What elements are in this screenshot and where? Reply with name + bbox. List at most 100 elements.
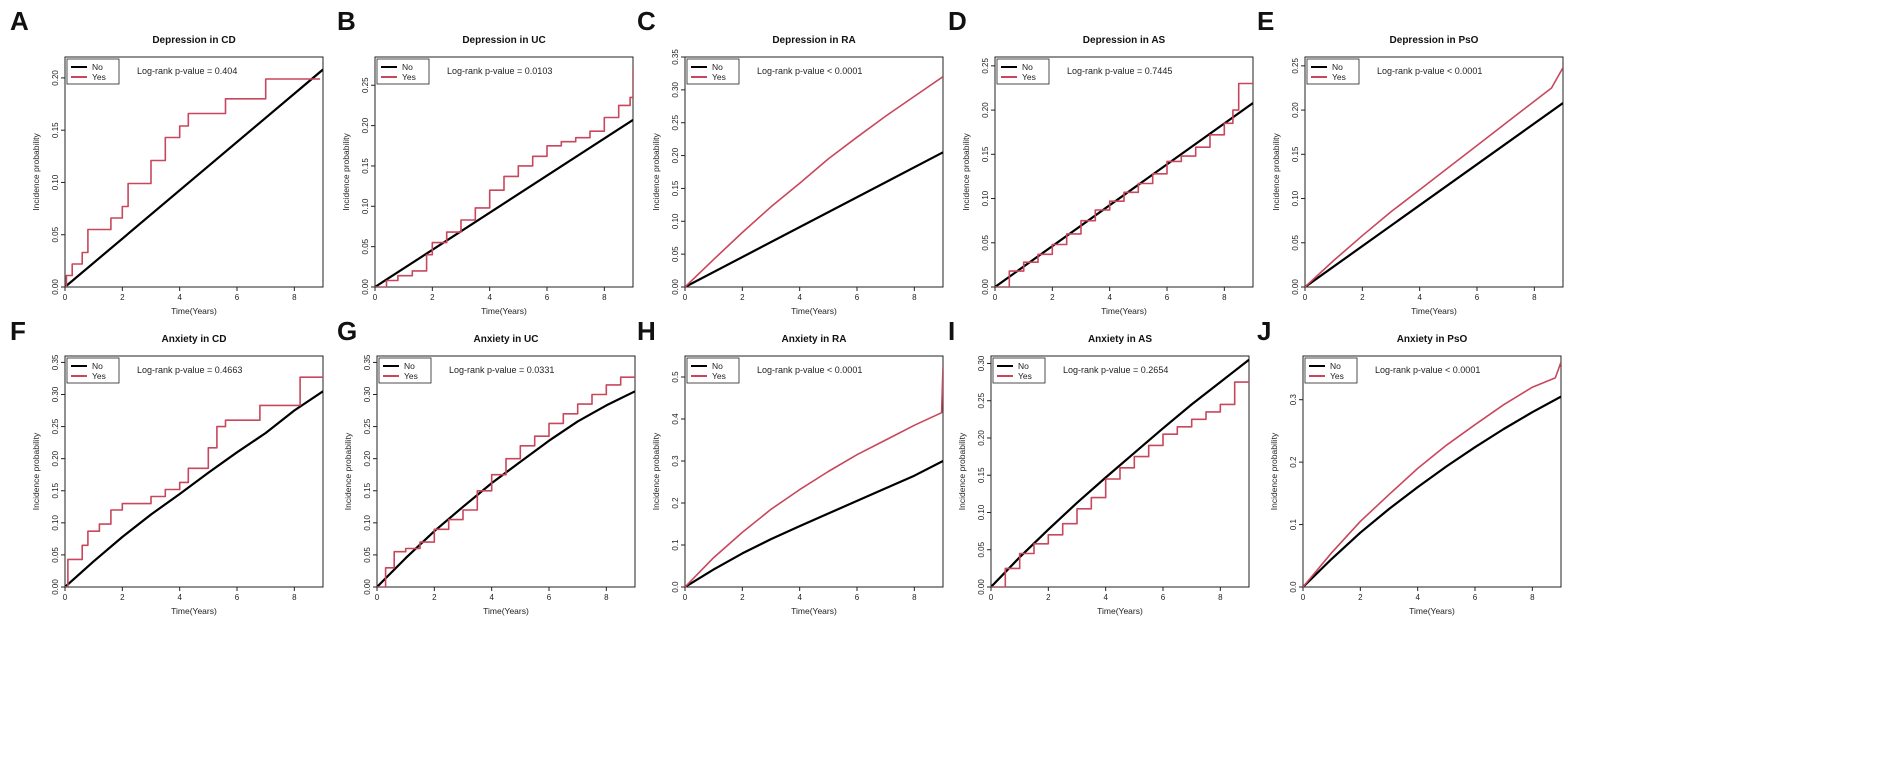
y-tick-label: 0.10 [671,213,680,229]
legend-label-yes: Yes [92,72,106,82]
legend-label-no: No [1330,361,1341,371]
x-tick-label: 4 [1107,293,1112,302]
y-tick-label: 0.15 [51,122,60,138]
legend-label-yes: Yes [1022,72,1036,82]
logrank-annotation: Log-rank p-value < 0.0001 [1375,365,1480,375]
x-tick-label: 0 [375,593,380,602]
legend-label-no: No [404,361,415,371]
legend-label-yes: Yes [1018,371,1032,381]
series-line-no [685,151,943,287]
y-tick-label: 0.00 [981,279,990,295]
x-tick-label: 6 [1473,593,1478,602]
y-tick-label: 0.00 [51,579,60,595]
x-tick-label: 4 [797,593,802,602]
x-axis-label: Time(Years) [171,306,217,316]
x-axis-label: Time(Years) [1101,306,1147,316]
x-tick-label: 6 [1161,593,1166,602]
legend-label-yes: Yes [1332,72,1346,82]
logrank-annotation: Log-rank p-value = 0.7445 [1067,66,1172,76]
y-tick-label: 0.00 [671,279,680,295]
panel-letter: E [1257,6,1274,36]
y-tick-label: 0.05 [361,238,370,254]
series-line-yes [685,366,943,587]
logrank-annotation: Log-rank p-value = 0.2654 [1063,365,1168,375]
x-tick-label: 8 [292,293,297,302]
panel-title: Anxiety in RA [781,334,846,345]
y-tick-label: 0.25 [671,114,680,130]
y-tick-label: 0.30 [363,386,372,402]
x-tick-label: 2 [120,293,125,302]
x-tick-label: 2 [740,293,745,302]
legend-label-no: No [92,62,103,72]
series-line-yes [65,78,321,287]
y-tick-label: 0.00 [977,579,986,595]
y-tick-label: 0.1 [1289,518,1298,530]
y-axis-label: Incidence probability [651,432,661,510]
y-tick-label: 0.15 [671,180,680,196]
y-tick-label: 0.10 [361,198,370,214]
y-tick-label: 0.15 [361,158,370,174]
series-line-no [65,68,323,287]
y-tick-label: 0.1 [671,539,680,551]
panel-letter: I [948,316,955,346]
legend-box [992,357,1046,384]
legend-box [66,357,120,384]
y-axis-label: Incidence probability [961,133,971,211]
panel-j: J Anxiety in PsO 0 2 4 6 8 0.0 0.1 0.2 0.3 Time(Yea… [1257,316,1562,616]
plot-frame [994,56,1254,288]
x-tick-label: 2 [120,593,125,602]
series-line-no [65,390,323,587]
y-tick-label: 0.20 [981,102,990,118]
x-tick-label: 8 [912,293,917,302]
x-tick-label: 8 [602,293,607,302]
legend-label-yes: Yes [402,72,416,82]
y-axis-label: Incidence probability [31,432,41,510]
y-tick-label: 0.10 [1291,190,1300,206]
legend-box [66,58,120,85]
x-tick-label: 2 [740,593,745,602]
y-tick-label: 0.25 [981,58,990,74]
x-axis-label: Time(Years) [483,606,529,616]
y-tick-label: 0.35 [51,354,60,370]
y-tick-label: 0.10 [977,504,986,520]
x-tick-label: 6 [547,593,552,602]
y-tick-label: 0.15 [981,146,990,162]
series-line-yes [377,376,635,587]
x-tick-label: 4 [177,293,182,302]
y-tick-label: 0.25 [1291,58,1300,74]
x-tick-label: 0 [683,293,688,302]
y-tick-label: 0.05 [977,541,986,557]
x-axis-label: Time(Years) [1097,606,1143,616]
y-tick-label: 0.20 [977,430,986,446]
y-tick-label: 0.10 [51,174,60,190]
panel-e: E Depression in PsO 0 2 4 6 8 0.00 0.05 0.10 0.15 0… [1257,6,1564,316]
logrank-annotation: Log-rank p-value = 0.404 [137,66,237,76]
legend-label-no: No [1022,62,1033,72]
x-tick-label: 2 [430,293,435,302]
series-line-no [685,460,943,587]
y-tick-label: 0.3 [671,455,680,467]
x-tick-label: 4 [487,293,492,302]
y-tick-label: 0.25 [977,392,986,408]
x-axis-label: Time(Years) [1411,306,1457,316]
y-tick-label: 0.00 [361,279,370,295]
x-tick-label: 0 [993,293,998,302]
legend-box [686,58,740,85]
x-tick-label: 4 [1103,593,1108,602]
legend-label-yes: Yes [712,72,726,82]
y-tick-label: 0.2 [1289,456,1298,468]
y-tick-label: 0.10 [363,515,372,531]
x-tick-label: 8 [912,593,917,602]
x-tick-label: 4 [489,593,494,602]
legend-label-yes: Yes [92,371,106,381]
y-tick-label: 0.05 [51,547,60,563]
plot-frame [990,355,1250,588]
panel-title: Depression in CD [152,35,235,46]
x-tick-label: 0 [989,593,994,602]
y-tick-label: 0.0 [1289,581,1298,593]
y-tick-label: 0.10 [981,190,990,206]
x-axis-label: Time(Years) [481,306,527,316]
y-tick-label: 0.20 [51,450,60,466]
plot-frame [376,355,636,588]
series-line-no [1305,102,1563,287]
